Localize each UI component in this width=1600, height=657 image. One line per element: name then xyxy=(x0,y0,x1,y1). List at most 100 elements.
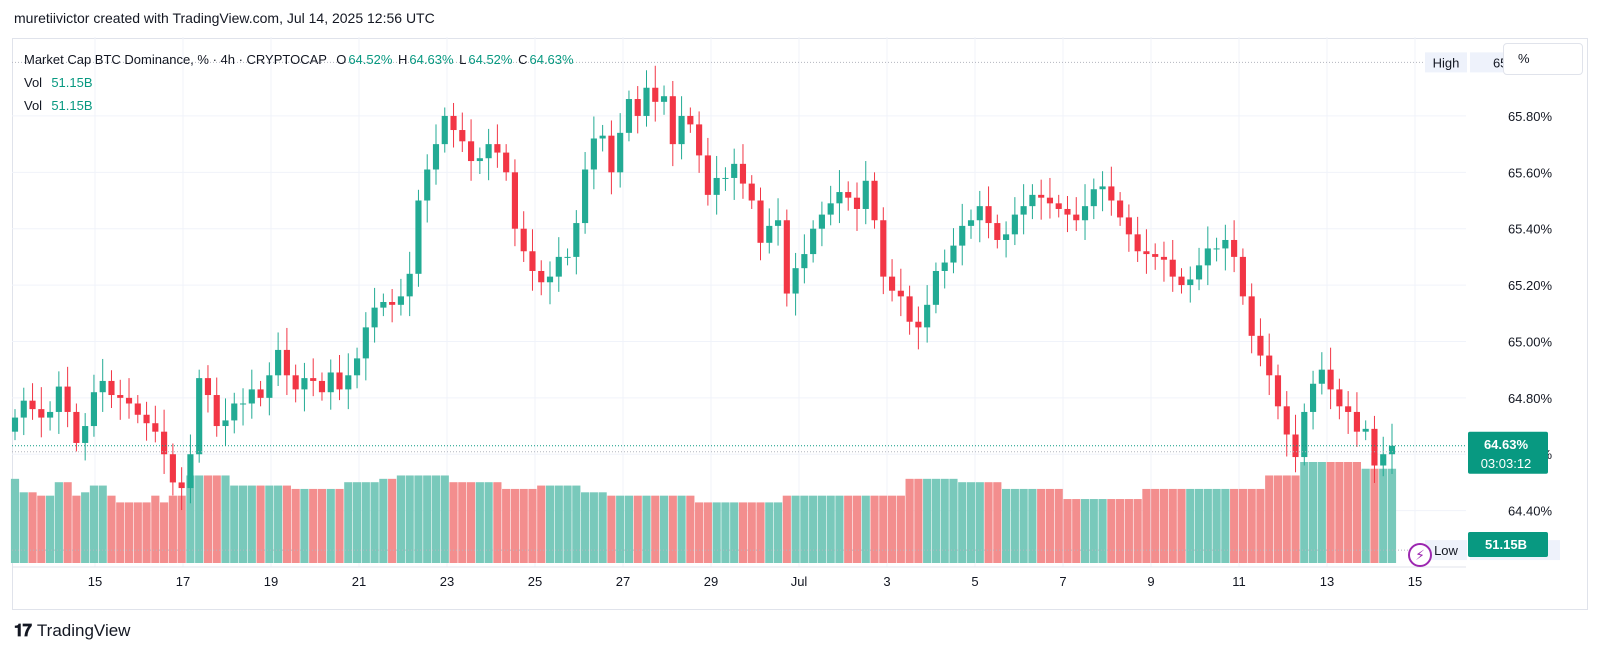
volume-bar xyxy=(861,495,870,563)
volume-bar xyxy=(1317,462,1326,563)
legend-symbol[interactable]: Market Cap BTC Dominance, % · 4h · CRYPT… xyxy=(24,52,327,67)
volume-bar xyxy=(545,485,555,563)
volume-bar xyxy=(133,502,142,563)
volume-bar xyxy=(168,495,177,563)
volume-bar xyxy=(738,502,748,563)
candle-body xyxy=(959,225,966,246)
x-tick-label: 17 xyxy=(176,574,190,589)
volume-bar xyxy=(940,478,949,563)
chart-frame xyxy=(12,38,1588,610)
volume-bar xyxy=(309,488,318,563)
brand-footer: 𝟏𝟕 TradingView xyxy=(14,621,130,641)
volume-bar xyxy=(291,488,300,563)
candle-body xyxy=(476,158,483,162)
volume-bar xyxy=(1203,488,1212,563)
volume-bar xyxy=(300,488,309,563)
volume-bar xyxy=(642,495,651,563)
candle-body xyxy=(468,141,475,162)
volume-bar xyxy=(896,495,905,563)
candle-body xyxy=(1073,214,1080,221)
volume-bar xyxy=(230,485,239,563)
volume-bar xyxy=(1282,475,1291,563)
candle-body xyxy=(871,180,878,221)
candle-body xyxy=(950,245,957,263)
volume-bar xyxy=(633,495,642,563)
volume-bar xyxy=(1080,499,1090,563)
volume-bar xyxy=(265,485,274,563)
volume-bar xyxy=(563,485,572,563)
candle-body xyxy=(125,397,133,404)
volume-bar xyxy=(1352,462,1362,563)
candle-body xyxy=(1169,259,1176,277)
volume-bar xyxy=(317,488,327,563)
time-axis: 15 17 19 21 23 25 27 29 Jul 3 5 7 9 11 13 15 xyxy=(12,566,1466,589)
volume-bar xyxy=(826,495,835,563)
candle-body xyxy=(1353,411,1360,432)
lightning-icon[interactable]: ⚡ xyxy=(1408,543,1432,567)
volume-bar xyxy=(1142,488,1151,563)
volume-bar xyxy=(747,502,756,563)
volume-bar xyxy=(712,502,721,563)
candle-body xyxy=(994,223,1001,240)
volume-bar xyxy=(1273,475,1283,563)
volume-bar xyxy=(1308,462,1318,563)
volume-bar xyxy=(203,475,213,563)
candle-body xyxy=(853,197,861,209)
candle-body xyxy=(336,372,343,390)
x-tick-label: Jul xyxy=(791,574,808,589)
candlesticks xyxy=(11,65,1396,511)
volume-bar xyxy=(975,482,984,563)
candle-body xyxy=(117,395,124,398)
candle-body xyxy=(643,87,650,116)
candle-body xyxy=(932,270,939,305)
volume-bar xyxy=(1212,488,1221,563)
candle-body xyxy=(90,392,98,427)
candle-body xyxy=(380,302,387,308)
candle-body xyxy=(310,378,317,381)
volume-bar xyxy=(326,488,335,563)
candle-body xyxy=(152,423,159,432)
candle-body xyxy=(1081,206,1089,221)
candle-body xyxy=(1248,296,1255,336)
candle-body xyxy=(1388,445,1396,455)
candle-body xyxy=(318,380,326,393)
candle-body xyxy=(1055,203,1062,209)
candle-body xyxy=(573,223,580,257)
candle-body xyxy=(362,327,369,359)
legend-vol-label[interactable]: Vol xyxy=(24,75,43,90)
candle-body xyxy=(1134,234,1141,252)
volume-bar xyxy=(1256,488,1265,563)
volume-bar xyxy=(773,502,783,563)
volume-bar xyxy=(1002,488,1011,563)
candle-body xyxy=(1380,454,1387,466)
percent-scale-button[interactable]: % xyxy=(1503,43,1583,75)
volume-bar xyxy=(45,495,55,563)
candle-body xyxy=(748,183,755,201)
legend-vol2-row: Vol 51.15B xyxy=(24,94,576,117)
candle-body xyxy=(1231,239,1238,257)
candle-body xyxy=(1046,197,1054,204)
candle-body xyxy=(599,135,606,139)
candle-body xyxy=(20,400,27,418)
last-price-value: 64.63% xyxy=(1484,437,1529,452)
volume-bar xyxy=(1335,462,1344,563)
candle-body xyxy=(450,115,457,131)
volume-bar xyxy=(274,485,283,563)
volume-bar xyxy=(28,492,37,563)
y-tick-label: 65.60% xyxy=(1508,165,1553,180)
candle-body xyxy=(827,203,834,215)
volume-bar xyxy=(89,485,99,563)
candle-body xyxy=(774,220,782,226)
volume-bar xyxy=(984,482,993,563)
volume-bar xyxy=(1221,488,1230,563)
candle-body xyxy=(64,386,71,412)
volume-bar xyxy=(554,485,563,563)
volume-bar xyxy=(870,495,879,563)
legend-vol2-label[interactable]: Vol xyxy=(24,98,43,113)
volume-bar xyxy=(1168,488,1177,563)
volume-bar xyxy=(431,475,441,563)
volume-bar xyxy=(1370,468,1379,563)
high-label: High xyxy=(1433,55,1460,70)
volume-bar xyxy=(730,502,739,563)
